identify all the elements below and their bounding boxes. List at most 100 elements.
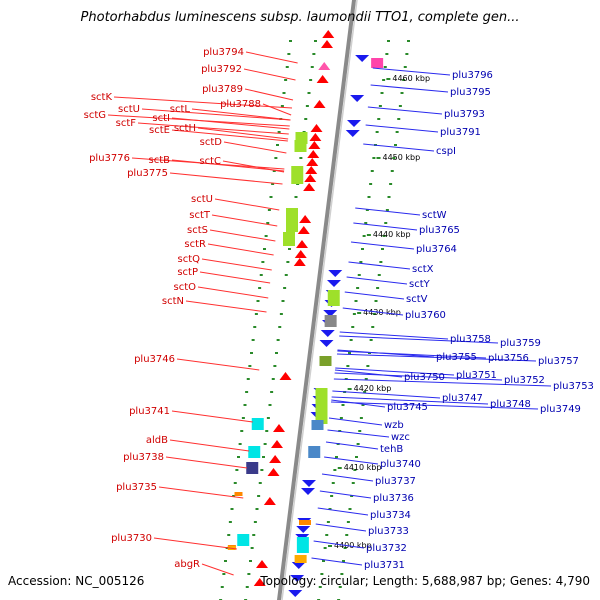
- track-dot: [262, 456, 265, 458]
- forward-gene-arrow: [253, 578, 266, 586]
- gene-label-left: sctO: [174, 282, 197, 293]
- gene-block-green: [286, 208, 298, 232]
- track-dot: [369, 339, 373, 341]
- reverse-gene-arrow: [319, 340, 334, 347]
- track-dot: [322, 560, 325, 562]
- track-dot: [305, 105, 309, 107]
- leader-line-left: [209, 229, 276, 242]
- scale-label: 4420 kbp: [354, 384, 392, 393]
- track-dot: [314, 40, 317, 42]
- track-dot: [241, 417, 245, 419]
- reverse-gene-arrow: [288, 590, 303, 597]
- gene-label-left: sctE: [149, 125, 170, 136]
- leader-line-left: [171, 129, 288, 142]
- track-dot: [384, 222, 388, 224]
- gene-block-reverse: [319, 356, 332, 366]
- forward-gene-arrow: [313, 100, 326, 108]
- leader-line-right: [337, 350, 487, 359]
- track-dot: [253, 326, 257, 328]
- gene-label-right: plu3748: [490, 399, 531, 410]
- gene-label-right: plu3749: [540, 404, 581, 415]
- track-dot: [387, 40, 390, 42]
- track-dot: [248, 365, 252, 367]
- track-dot: [271, 378, 275, 380]
- track-dot: [246, 378, 250, 380]
- backbone-line: [276, 0, 357, 600]
- gene-label-left: plu3775: [127, 168, 168, 179]
- leader-line-right: [346, 276, 408, 285]
- track-dot: [273, 365, 277, 367]
- leader-line-right: [319, 490, 372, 499]
- track-dot: [359, 417, 363, 419]
- gene-label-right: plu3757: [538, 356, 579, 367]
- gene-label-right: plu3791: [440, 127, 481, 138]
- leader-line-right: [331, 396, 489, 405]
- track-dot: [374, 300, 378, 302]
- track-dot: [270, 391, 274, 393]
- forward-gene-arrow: [303, 183, 316, 191]
- forward-gene-arrow: [293, 258, 306, 266]
- track-dot: [252, 534, 256, 536]
- gene-label-left: plu3788: [220, 99, 261, 110]
- leader-line-left: [171, 410, 253, 423]
- scale-label: 4400 kbp: [334, 541, 372, 550]
- leader-line-left: [137, 122, 289, 135]
- track-dot: [320, 573, 324, 575]
- track-dot: [348, 508, 352, 510]
- leader-line-right: [334, 372, 503, 381]
- gene-label-left: sctT: [189, 210, 211, 221]
- gene-block: [248, 446, 261, 458]
- gene-label-right: plu3731: [364, 560, 405, 571]
- leader-line-right: [367, 106, 443, 115]
- track-dot: [385, 53, 389, 55]
- gene-label-left: sctR: [184, 239, 206, 250]
- leader-line-left: [176, 358, 260, 371]
- track-dot: [345, 534, 349, 536]
- track-dot: [253, 521, 257, 523]
- gene-label-right: plu3747: [442, 393, 483, 404]
- leader-line-right: [372, 67, 451, 76]
- track-dot: [325, 534, 329, 536]
- track-dot: [385, 209, 389, 211]
- gene-label-left: plu3738: [123, 452, 164, 463]
- track-dot: [271, 183, 275, 185]
- gene-label-right: plu3753: [553, 381, 594, 392]
- gene-label-left: sctI: [152, 113, 170, 124]
- gene-block-green: [291, 166, 304, 184]
- reverse-gene-arrow: [296, 526, 311, 533]
- leader-line-left: [165, 456, 248, 469]
- track-dot: [382, 79, 386, 81]
- leader-line-left: [207, 243, 274, 256]
- track-dot: [264, 235, 268, 237]
- gene-label-right: plu3734: [370, 510, 411, 521]
- gene-label-left: sctF: [116, 118, 137, 129]
- track-dot: [362, 235, 366, 237]
- scale-tick: [366, 234, 371, 236]
- gene-labels: plu3794 plu3792 plu3789 sctK plu3788 sctU sctL…: [84, 47, 594, 571]
- track-dot: [294, 196, 298, 198]
- track-dot: [367, 196, 371, 198]
- gene-label-left: plu3741: [129, 406, 170, 417]
- leader-line-left: [211, 214, 278, 227]
- track-dot: [240, 430, 244, 432]
- forward-gene-arrow: [299, 215, 312, 223]
- forward-gene-arrow: [308, 141, 321, 149]
- track-dot: [348, 352, 351, 354]
- leader-line-right: [325, 441, 379, 450]
- leader-line-right: [330, 401, 539, 410]
- leader-line-left: [171, 159, 285, 172]
- leader-line-right: [344, 291, 405, 300]
- leader-line-left: [201, 258, 272, 271]
- track-dot: [323, 547, 327, 549]
- track-dot: [363, 391, 367, 393]
- gene-label-left: abgR: [174, 559, 200, 570]
- scale-tick: [357, 312, 362, 314]
- gene-label-left: sctN: [162, 296, 184, 307]
- track-dot: [356, 287, 360, 289]
- forward-gene-arrow: [309, 133, 322, 141]
- gene-label-left: plu3735: [116, 482, 157, 493]
- track-dot: [283, 287, 287, 289]
- gene-label-right: sctX: [412, 264, 434, 275]
- leader-line-right: [327, 429, 390, 438]
- track-dot: [346, 365, 350, 367]
